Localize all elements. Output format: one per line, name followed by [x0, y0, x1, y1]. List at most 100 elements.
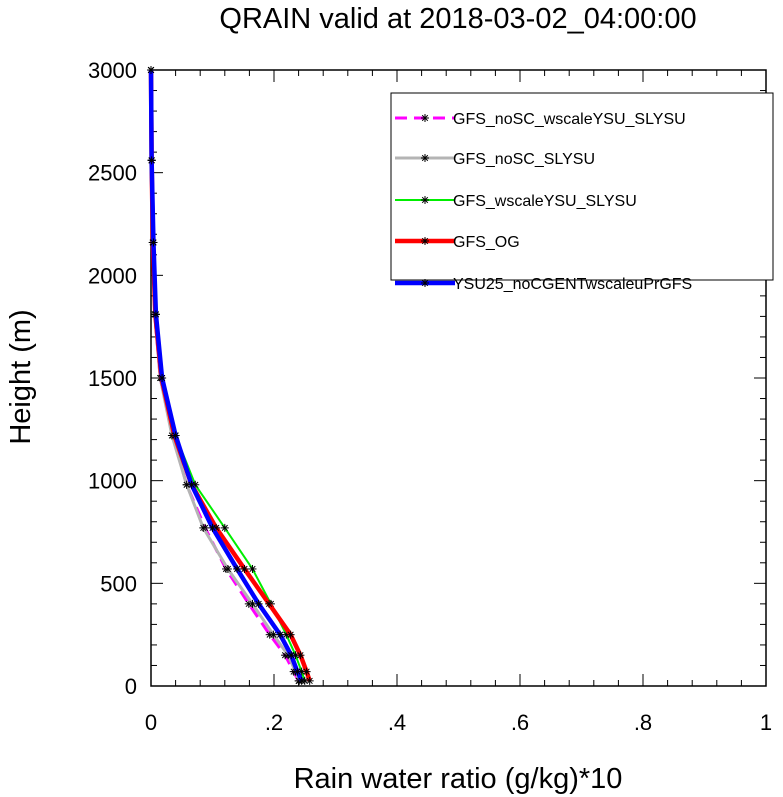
y-tick-label: 2500: [88, 161, 137, 186]
legend-entry: YSU25_noCGENTwscaleuPrGFS: [395, 276, 692, 293]
marker-stroke: [209, 524, 216, 532]
marker-stroke: [303, 668, 310, 675]
x-tick-label: 1: [760, 710, 772, 735]
data-point: [254, 599, 263, 608]
legend-entry: GFS_noSC_wscaleYSU_SLYSU: [395, 111, 686, 128]
series-YSU25_noCGENTwscaleuPrGFS: [147, 66, 306, 685]
marker-stroke: [172, 432, 179, 439]
marker-stroke: [421, 196, 429, 204]
legend-marker: [421, 237, 429, 245]
y-axis-label: Height (m): [5, 309, 37, 444]
marker-stroke: [152, 311, 160, 318]
marker-stroke: [287, 631, 294, 638]
legend: GFS_noSC_wscaleYSU_SLYSU GFS_noSC_SLYSU GF…: [390, 92, 774, 293]
marker-stroke: [276, 631, 284, 638]
series-GFS_wscaleYSU_SLYSU: [147, 66, 309, 685]
legend-label: GFS_OG: [453, 234, 520, 251]
marker-stroke: [183, 481, 190, 488]
data-point: [147, 66, 155, 74]
series-line: [149, 69, 301, 682]
data-point: [158, 374, 167, 382]
legend-label: GFS_noSC_SLYSU: [453, 151, 595, 168]
data-point: [305, 676, 314, 685]
series-line: [148, 69, 312, 682]
marker-stroke: [147, 66, 155, 74]
marker-stroke: [241, 565, 248, 573]
marker-stroke: [158, 374, 166, 382]
x-tick-label: .2: [265, 710, 283, 735]
data-point: [265, 599, 274, 608]
marker-stroke: [148, 157, 155, 164]
series-line: [149, 69, 300, 682]
x-tick-label: 0: [145, 710, 157, 735]
marker-stroke: [188, 481, 195, 488]
y-tick-label: 0: [125, 674, 137, 699]
marker-stroke: [270, 631, 277, 638]
x-tick-label: .4: [388, 710, 406, 735]
legend-entry: GFS_noSC_SLYSU: [395, 151, 595, 168]
legend-label: GFS_noSC_wscaleYSU_SLYSU: [453, 111, 686, 128]
y-tick-label: 2000: [88, 263, 137, 288]
data-point: [286, 630, 295, 639]
marker-stroke: [298, 677, 305, 685]
marker-stroke: [224, 565, 232, 573]
marker-stroke: [294, 668, 301, 675]
legend-marker: [421, 114, 429, 122]
chart-title: QRAIN valid at 2018-03-02_04:00:00: [219, 3, 696, 35]
data-point: [248, 564, 257, 573]
legend-marker: [421, 279, 429, 287]
marker-stroke: [421, 114, 429, 122]
marker-stroke: [255, 600, 262, 608]
marker-stroke: [421, 237, 429, 245]
legend-marker: [421, 154, 429, 162]
data-point: [223, 564, 232, 573]
data-point: [149, 238, 158, 247]
x-tick-label: .8: [634, 710, 652, 735]
y-tick-label: 3000: [88, 58, 137, 83]
plot-area: 0 .2 .4 .6 .8 1 0 500 1000 1500 2000 2500 3000: [88, 58, 772, 735]
data-point: [151, 310, 160, 319]
series-GFS_noSC_wscaleYSU_SLYSU: [147, 66, 303, 685]
data-point: [171, 431, 180, 440]
legend-label: YSU25_noCGENTwscaleuPrGFS: [453, 276, 692, 293]
marker-stroke: [288, 652, 295, 659]
data-point: [302, 667, 311, 676]
data-point: [269, 630, 278, 639]
marker-stroke: [421, 279, 429, 287]
legend-entry: GFS_wscaleYSU_SLYSU: [395, 193, 637, 210]
data-point: [240, 564, 249, 573]
data-point: [220, 523, 229, 532]
data-point: [233, 564, 242, 573]
data-point: [208, 523, 217, 532]
data-point: [147, 156, 156, 165]
series-line: [150, 69, 306, 682]
marker-stroke: [265, 600, 273, 608]
data-point: [187, 480, 196, 489]
data-point: [297, 676, 306, 685]
marker-stroke: [297, 652, 304, 659]
y-tick-label: 500: [100, 571, 137, 596]
y-tick-label: 1500: [88, 366, 137, 391]
marker-stroke: [150, 239, 157, 246]
data-point: [287, 651, 296, 660]
x-tick-label: .6: [511, 710, 529, 735]
legend-box: [390, 92, 774, 281]
y-tick-label: 1000: [88, 469, 137, 494]
marker-stroke: [421, 154, 429, 162]
legend-entry: GFS_OG: [395, 234, 520, 251]
data-point: [296, 651, 305, 660]
series-line: [148, 69, 304, 682]
data-point: [293, 667, 302, 676]
marker-stroke: [249, 600, 256, 608]
legend-marker: [421, 196, 429, 204]
series-GFS_OG: [147, 66, 314, 685]
marker-stroke: [221, 524, 228, 532]
marker-stroke: [249, 565, 256, 573]
x-axis-label: Rain water ratio (g/kg)*10: [294, 763, 623, 795]
data-point: [199, 523, 208, 532]
marker-stroke: [306, 677, 313, 685]
marker-stroke: [233, 565, 241, 573]
legend-label: GFS_wscaleYSU_SLYSU: [453, 193, 637, 210]
marker-stroke: [200, 524, 207, 532]
